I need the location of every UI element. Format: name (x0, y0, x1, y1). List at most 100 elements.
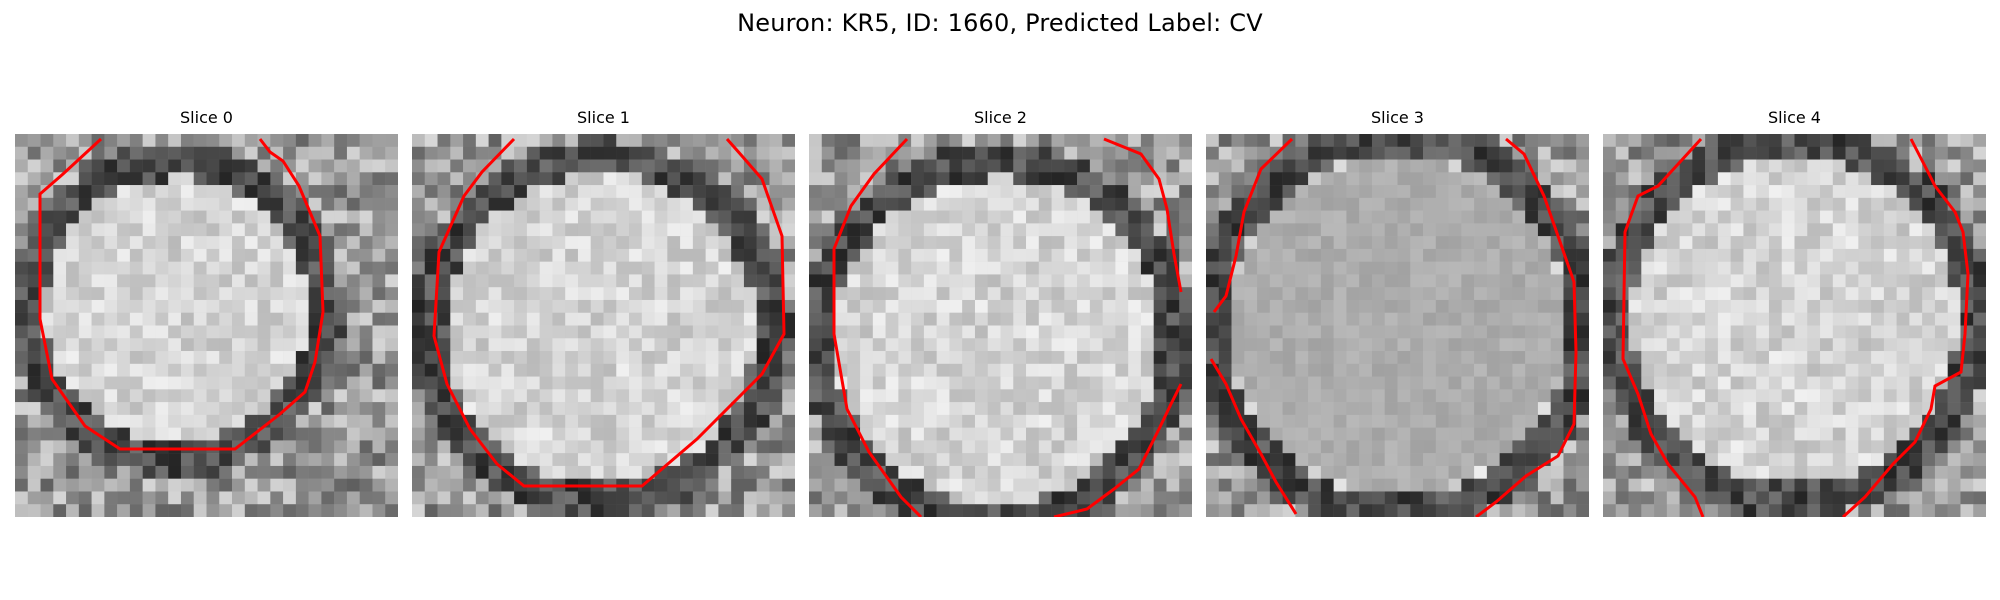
image-pixel (1781, 325, 1795, 339)
image-pixel (949, 248, 963, 262)
image-pixel (1244, 504, 1258, 517)
image-pixel (1973, 465, 1986, 479)
image-pixel (654, 146, 668, 160)
image-pixel (962, 210, 976, 224)
image-pixel (962, 248, 976, 262)
image-pixel (987, 223, 1001, 237)
image-pixel (129, 312, 143, 326)
image-pixel (987, 351, 1001, 364)
image-pixel (1550, 338, 1564, 352)
image-pixel (1807, 223, 1821, 237)
image-pixel (66, 363, 80, 377)
image-pixel (27, 312, 41, 326)
image-pixel (27, 236, 41, 250)
image-pixel (743, 504, 757, 517)
image-pixel (616, 427, 630, 441)
image-pixel (974, 185, 988, 199)
image-pixel (1730, 363, 1744, 377)
image-pixel (1218, 159, 1232, 173)
image-pixel (1026, 504, 1039, 517)
image-pixel (1423, 440, 1436, 454)
image-pixel (860, 376, 874, 390)
image-pixel (155, 223, 169, 237)
image-pixel (1743, 376, 1757, 390)
image-pixel (257, 299, 271, 313)
image-pixel (78, 210, 92, 224)
image-pixel (1576, 453, 1589, 467)
image-pixel (412, 146, 425, 160)
image-pixel (142, 453, 156, 467)
image-pixel (1858, 287, 1872, 301)
image-pixel (488, 427, 502, 441)
image-pixel (1128, 414, 1142, 428)
image-pixel (193, 287, 207, 301)
image-pixel (718, 185, 732, 199)
image-pixel (1807, 274, 1821, 288)
image-pixel (1807, 465, 1821, 479)
image-pixel (1115, 248, 1129, 262)
image-pixel (1179, 146, 1192, 160)
image-pixel (680, 274, 694, 288)
image-pixel (66, 478, 80, 492)
image-pixel (731, 414, 745, 428)
image-pixel (1257, 210, 1271, 224)
image-pixel (424, 134, 438, 147)
image-pixel (616, 287, 630, 301)
image-pixel (1244, 134, 1258, 147)
image-pixel (654, 312, 668, 326)
image-pixel (1410, 274, 1424, 288)
image-pixel (616, 274, 630, 288)
image-pixel (155, 261, 169, 275)
image-pixel (1628, 236, 1642, 250)
image-pixel (1896, 427, 1910, 441)
image-pixel (1973, 146, 1986, 160)
image-pixel (40, 440, 54, 454)
image-pixel (1320, 414, 1334, 428)
image-pixel (860, 504, 874, 517)
image-pixel (1486, 376, 1500, 390)
image-pixel (283, 299, 297, 313)
image-pixel (232, 465, 245, 479)
image-pixel (424, 414, 438, 428)
image-pixel (539, 197, 553, 211)
image-pixel (1384, 185, 1398, 199)
image-pixel (91, 146, 105, 160)
image-pixel (680, 504, 694, 517)
image-pixel (1359, 338, 1373, 352)
image-pixel (1397, 159, 1411, 173)
image-pixel (1064, 261, 1078, 275)
image-pixel (756, 236, 770, 250)
image-pixel (1807, 427, 1821, 441)
image-pixel (321, 402, 335, 416)
image-pixel (1781, 440, 1795, 454)
image-pixel (1666, 134, 1680, 147)
image-pixel (78, 325, 92, 339)
image-pixel (885, 223, 899, 237)
image-pixel (936, 287, 950, 301)
image-pixel (40, 427, 54, 441)
image-pixel (590, 414, 604, 428)
image-pixel (1423, 312, 1436, 326)
image-pixel (1743, 210, 1757, 224)
image-pixel (232, 134, 245, 147)
image-pixel (1730, 172, 1744, 186)
image-pixel (911, 478, 925, 492)
image-pixel (437, 414, 451, 428)
image-pixel (514, 389, 528, 403)
image-pixel (1858, 172, 1872, 186)
image-pixel (270, 134, 284, 147)
image-pixel (1295, 465, 1309, 479)
image-pixel (1128, 363, 1142, 377)
image-pixel (1333, 504, 1347, 517)
image-pixel (629, 261, 642, 275)
image-pixel (847, 453, 861, 467)
image-pixel (1781, 223, 1795, 237)
image-pixel (1832, 402, 1846, 416)
image-pixel (667, 261, 681, 275)
image-pixel (346, 351, 360, 364)
image-pixel (180, 146, 194, 160)
image-pixel (1179, 223, 1192, 237)
image-pixel (756, 491, 770, 505)
image-pixel (1333, 312, 1347, 326)
image-pixel (809, 146, 822, 160)
